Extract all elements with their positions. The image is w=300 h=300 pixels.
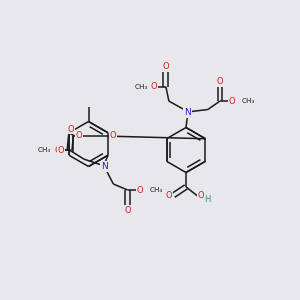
- Text: O: O: [151, 82, 158, 91]
- Text: O: O: [57, 146, 64, 154]
- Text: O: O: [163, 62, 169, 71]
- Text: CH₃: CH₃: [38, 147, 51, 153]
- Text: methoxy: methoxy: [45, 149, 51, 151]
- Text: O: O: [217, 77, 223, 86]
- Text: CH₃: CH₃: [150, 187, 163, 193]
- Text: H: H: [204, 195, 211, 204]
- Text: O: O: [166, 191, 172, 200]
- Text: N: N: [184, 108, 191, 117]
- Text: O: O: [124, 206, 131, 215]
- Text: O: O: [198, 191, 204, 200]
- Text: O: O: [110, 131, 116, 140]
- Text: CH₃: CH₃: [134, 84, 148, 90]
- Text: O: O: [55, 146, 61, 154]
- Text: O: O: [229, 97, 235, 106]
- Text: CH₃: CH₃: [242, 98, 255, 104]
- Text: O: O: [68, 124, 74, 134]
- Text: O: O: [136, 185, 143, 194]
- Text: N: N: [101, 162, 108, 171]
- Text: O: O: [76, 131, 83, 140]
